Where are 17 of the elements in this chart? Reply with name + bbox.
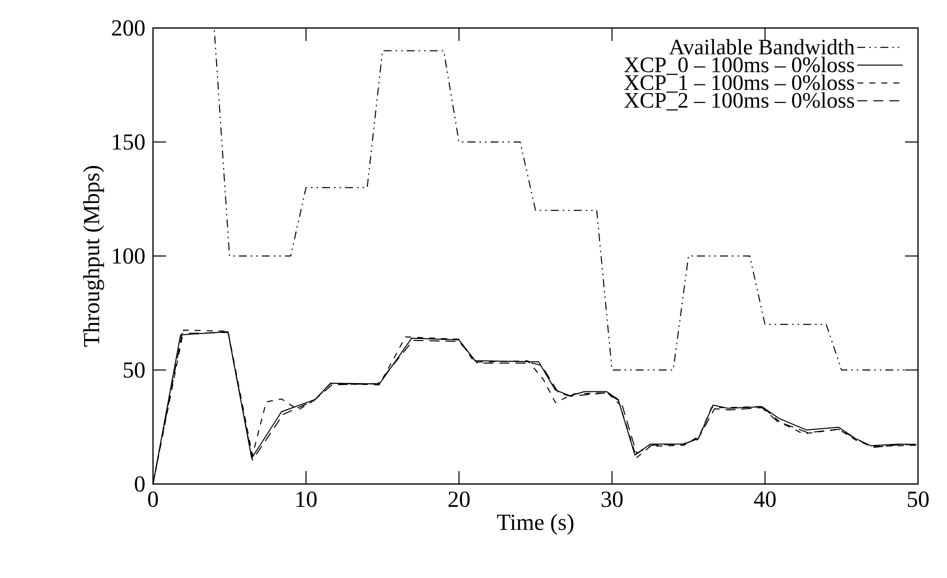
y-tick-label: 100 [112, 248, 145, 264]
x-tick-label: 50 [908, 492, 929, 508]
legend-label: XCP_2 – 100ms – 0%loss [624, 92, 854, 110]
y-tick-label: 150 [112, 134, 145, 150]
legend-label: Available Bandwidth [669, 39, 855, 55]
y-tick-label: 200 [112, 20, 145, 36]
x-tick-label: 10 [296, 492, 317, 508]
y-axis-title: Throughput (Mbps) [83, 166, 104, 347]
x-tick-label: 30 [602, 492, 623, 508]
x-tick-label: 20 [448, 492, 470, 508]
y-tick-label: 0 [134, 476, 145, 492]
legend-label: XCP_1 – 100ms – 0%loss [624, 74, 854, 93]
y-tick-label: 50 [124, 362, 145, 378]
x-axis-title: Time (s) [497, 514, 574, 535]
x-tick-label: 40 [754, 492, 776, 508]
legend-label: XCP_0 – 100ms – 0%loss [624, 56, 854, 75]
x-tick-label: 0 [148, 492, 158, 508]
